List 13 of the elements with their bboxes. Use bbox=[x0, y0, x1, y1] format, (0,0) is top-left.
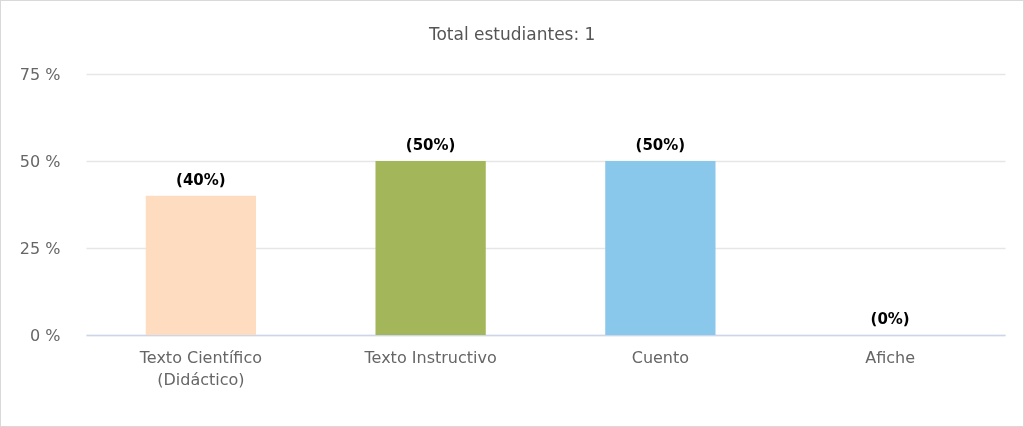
data-label: (50%) bbox=[405, 136, 456, 154]
x-tick-label: Texto Instructivo bbox=[363, 347, 497, 367]
x-tick-label: Texto Científico (Didáctico) bbox=[138, 347, 262, 389]
y-tick-label: 0 % bbox=[30, 325, 61, 345]
y-tick-label: 25 % bbox=[19, 238, 61, 258]
data-label: (50%) bbox=[635, 136, 686, 154]
x-tick-label: Cuento bbox=[631, 347, 690, 367]
y-tick-label: 50 % bbox=[19, 151, 61, 171]
data-label: (40%) bbox=[176, 170, 226, 189]
x-tick-label: Afiche bbox=[865, 347, 916, 367]
y-tick-label: 75 % bbox=[19, 64, 61, 84]
data-label: (0%) bbox=[870, 310, 910, 328]
chart-title: Total estudiantes: 1 bbox=[427, 24, 596, 44]
